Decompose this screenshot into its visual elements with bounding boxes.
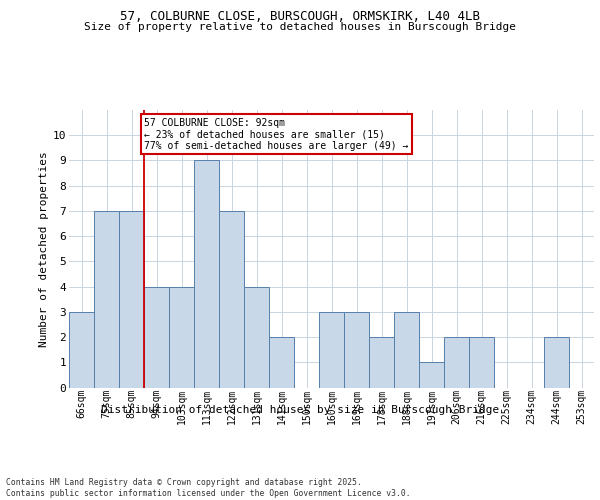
Bar [419, 362, 444, 388]
Bar [69, 312, 94, 388]
Bar [469, 337, 494, 388]
Bar [369, 337, 394, 388]
Text: Contains HM Land Registry data © Crown copyright and database right 2025.
Contai: Contains HM Land Registry data © Crown c… [6, 478, 410, 498]
Bar [219, 211, 244, 388]
Text: Distribution of detached houses by size in Burscough Bridge: Distribution of detached houses by size … [101, 405, 499, 415]
Y-axis label: Number of detached properties: Number of detached properties [38, 151, 49, 346]
Bar [169, 286, 194, 388]
Text: 57 COLBURNE CLOSE: 92sqm
← 23% of detached houses are smaller (15)
77% of semi-d: 57 COLBURNE CLOSE: 92sqm ← 23% of detach… [144, 118, 409, 151]
Bar [119, 211, 144, 388]
Bar [244, 286, 269, 388]
Bar [269, 337, 294, 388]
Bar [394, 312, 419, 388]
Bar [319, 312, 344, 388]
Bar [344, 312, 369, 388]
Bar [544, 337, 569, 388]
Bar [144, 286, 169, 388]
Bar [94, 211, 119, 388]
Text: 57, COLBURNE CLOSE, BURSCOUGH, ORMSKIRK, L40 4LB: 57, COLBURNE CLOSE, BURSCOUGH, ORMSKIRK,… [120, 10, 480, 23]
Bar [194, 160, 219, 388]
Bar [444, 337, 469, 388]
Text: Size of property relative to detached houses in Burscough Bridge: Size of property relative to detached ho… [84, 22, 516, 32]
